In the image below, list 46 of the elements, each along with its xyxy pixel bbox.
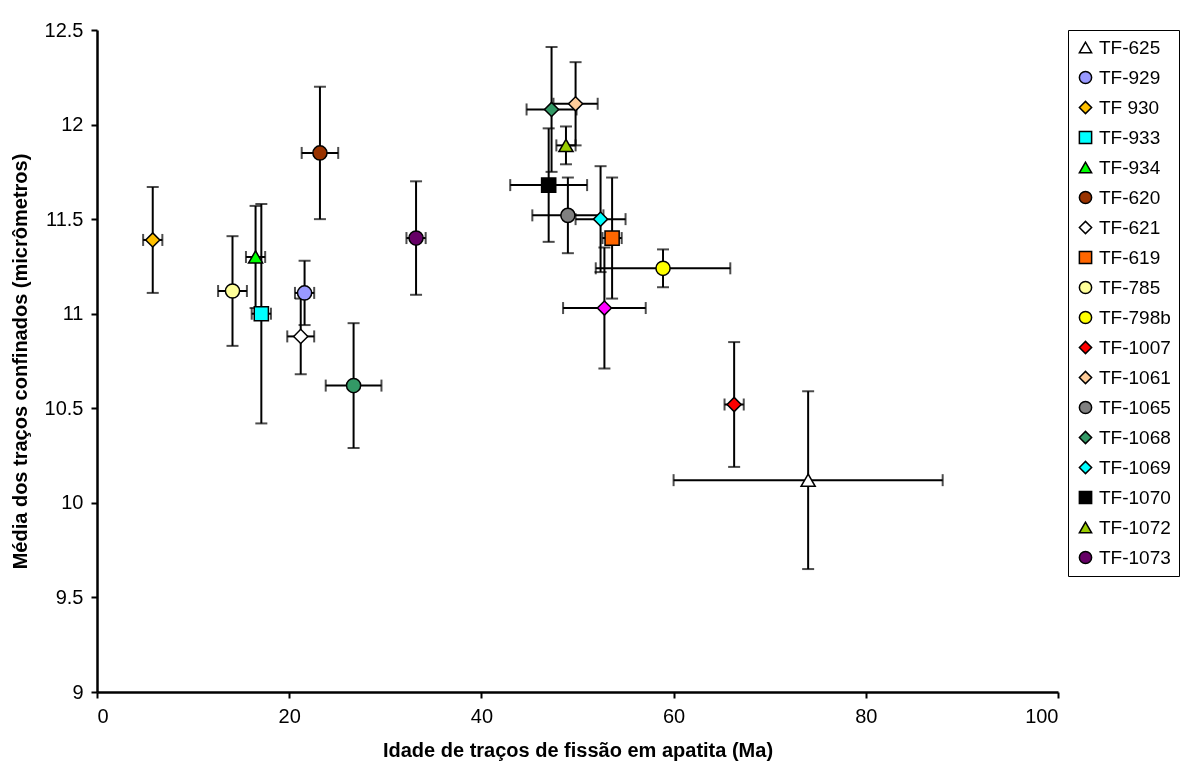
point bbox=[655, 260, 671, 277]
point bbox=[540, 177, 557, 193]
point bbox=[560, 207, 576, 224]
y-tick-label: 11 bbox=[62, 302, 84, 325]
y-tick-label: 9.5 bbox=[55, 585, 84, 608]
y-tick-label: 10 bbox=[61, 491, 84, 514]
y-axis-title: Média dos traços confinados (micrômetros) bbox=[8, 153, 31, 570]
y-tick-label: 12 bbox=[61, 113, 84, 136]
point bbox=[292, 328, 309, 345]
point bbox=[543, 101, 560, 118]
legend-label: TF-785 bbox=[1099, 276, 1161, 298]
y-tick-label: 9 bbox=[72, 680, 84, 703]
legend-label: TF-1070 bbox=[1099, 486, 1171, 508]
x-tick-label: 0 bbox=[97, 704, 109, 727]
legend-label: TF-625 bbox=[1099, 36, 1161, 58]
legend-label: TF-1065 bbox=[1099, 396, 1171, 418]
legend-label: TF-1073 bbox=[1099, 546, 1171, 568]
point bbox=[596, 300, 613, 316]
legend-label: TF-1069 bbox=[1099, 456, 1171, 478]
legend-label: TF-929 bbox=[1099, 66, 1161, 88]
legend-label: TF-934 bbox=[1099, 156, 1161, 178]
legend-label: TF-1007 bbox=[1099, 336, 1171, 358]
point bbox=[224, 283, 241, 299]
legend-label: TF-621 bbox=[1099, 216, 1161, 238]
legend-label: TF-620 bbox=[1099, 186, 1161, 208]
point bbox=[345, 377, 362, 394]
point bbox=[800, 473, 816, 488]
y-tick-label: 11.5 bbox=[46, 207, 84, 230]
y-tick-label: 10.5 bbox=[44, 396, 84, 419]
point bbox=[312, 145, 328, 161]
legend-label: TF-1072 bbox=[1099, 516, 1171, 538]
point bbox=[592, 211, 609, 227]
x-tick-label: 80 bbox=[855, 704, 878, 727]
y-tick-label: 12.5 bbox=[44, 18, 84, 41]
x-tick-label: 100 bbox=[1025, 704, 1059, 727]
legend-label: TF-1068 bbox=[1099, 426, 1171, 448]
legend-label: TF 930 bbox=[1099, 96, 1160, 118]
x-tick-label: 60 bbox=[662, 704, 686, 727]
legend-label: TF-1061 bbox=[1099, 366, 1171, 388]
point bbox=[567, 95, 584, 112]
legend-label: TF-619 bbox=[1099, 246, 1161, 268]
x-axis-title: Idade de traços de fissão em apatita (Ma) bbox=[382, 738, 774, 761]
x-tick-label: 20 bbox=[278, 704, 301, 727]
x-tick-label: 40 bbox=[470, 704, 494, 727]
legend-label: TF-798b bbox=[1099, 306, 1171, 328]
legend-label: TF-933 bbox=[1099, 126, 1161, 148]
